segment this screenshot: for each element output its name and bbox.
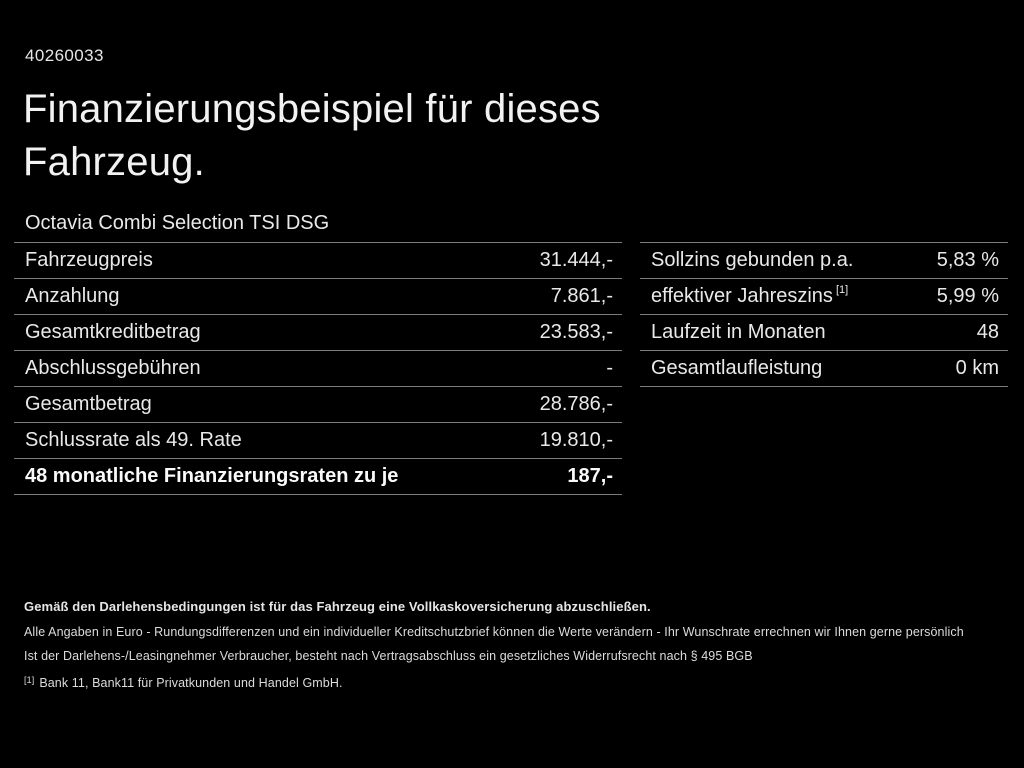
footnote-insurance: Gemäß den Darlehensbedingungen ist für d…	[24, 599, 651, 614]
page-title-line2: Fahrzeug.	[23, 140, 205, 184]
row-value: 187,-	[567, 465, 613, 487]
row-label: Schlussrate als 49. Rate	[25, 429, 242, 451]
footnote-widerrufsrecht: Ist der Darlehens-/Leasingnehmer Verbrau…	[24, 649, 753, 663]
row-value: 0 km	[955, 357, 999, 379]
table-row-schlussrate: Schlussrate als 49. Rate 19.810,-	[14, 422, 622, 458]
row-label: Gesamtbetrag	[25, 393, 152, 415]
table-row-gesamtbetrag: Gesamtbetrag 28.786,-	[14, 386, 622, 422]
table-row-monatsrate: 48 monatliche Finanzierungsraten zu je 1…	[14, 458, 622, 494]
row-value: 28.786,-	[539, 393, 613, 415]
row-value: -	[606, 357, 613, 379]
table-row-abschlussgebuehren: Abschlussgebühren -	[14, 350, 622, 386]
row-label-text: effektiver Jahreszins	[651, 285, 833, 307]
table-row-effektiver-jahreszins: effektiver Jahreszins [1] 5,99 %	[640, 278, 1008, 314]
page-title: Finanzierungsbeispiel für dieses Fahrzeu…	[23, 83, 601, 189]
row-value: 48	[976, 321, 999, 343]
financing-conditions-table: Sollzins gebunden p.a. 5,83 % effektiver…	[640, 242, 1008, 387]
row-label: effektiver Jahreszins [1]	[640, 285, 848, 308]
footnote-disclaimer: Alle Angaben in Euro - Rundungsdifferenz…	[24, 625, 964, 639]
row-label: Fahrzeugpreis	[25, 249, 153, 271]
row-label: Gesamtkreditbetrag	[25, 321, 201, 343]
row-label: 48 monatliche Finanzierungsraten zu je	[25, 465, 399, 487]
row-value: 7.861,-	[550, 285, 613, 307]
row-value: 5,83 %	[936, 249, 999, 271]
footnote-marker: [1]	[24, 675, 35, 685]
offer-id: 40260033	[25, 46, 104, 65]
row-label: Abschlussgebühren	[25, 357, 201, 379]
row-value: 19.810,-	[539, 429, 613, 451]
footnote-bank-text: Bank 11, Bank11 für Privatkunden und Han…	[39, 676, 343, 690]
row-label: Anzahlung	[25, 285, 120, 307]
table-row-gesamtlaufleistung: Gesamtlaufleistung 0 km	[640, 350, 1008, 386]
page-title-line1: Finanzierungsbeispiel für dieses	[23, 87, 601, 131]
row-value: 31.444,-	[539, 249, 613, 271]
row-value: 5,99 %	[936, 285, 999, 307]
table-row-sollzins: Sollzins gebunden p.a. 5,83 %	[640, 242, 1008, 278]
footnote-ref-marker: [1]	[835, 284, 849, 297]
table-row-laufzeit: Laufzeit in Monaten 48	[640, 314, 1008, 350]
row-value: 23.583,-	[539, 321, 613, 343]
footnote-bank: [1] Bank 11, Bank11 für Privatkunden und …	[24, 675, 343, 690]
vehicle-name: Octavia Combi Selection TSI DSG	[25, 212, 330, 234]
table-row-fahrzeugpreis: Fahrzeugpreis 31.444,-	[14, 242, 622, 278]
row-label: Sollzins gebunden p.a.	[651, 249, 854, 271]
table-row-gesamtkreditbetrag: Gesamtkreditbetrag 23.583,-	[14, 314, 622, 350]
row-label: Gesamtlaufleistung	[651, 357, 823, 379]
row-label: Laufzeit in Monaten	[651, 321, 826, 343]
table-row-anzahlung: Anzahlung 7.861,-	[14, 278, 622, 314]
financing-amounts-table: Fahrzeugpreis 31.444,- Anzahlung 7.861,-…	[14, 242, 622, 495]
